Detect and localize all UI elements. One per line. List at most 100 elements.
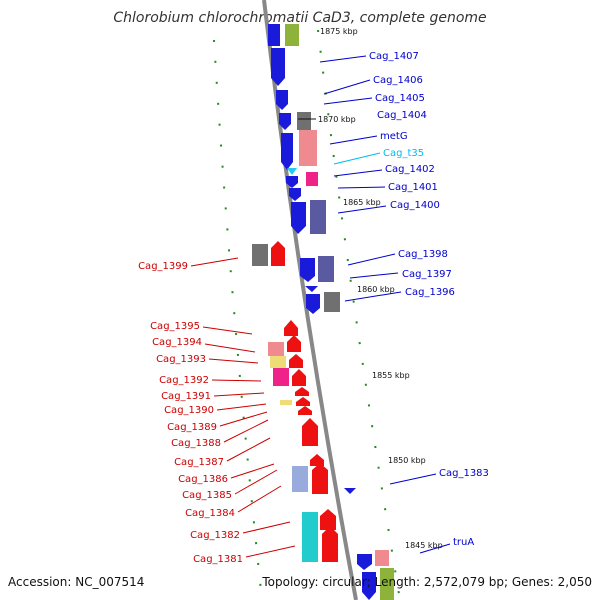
tick-labels: 1875 kbp 1870 kbp 1865 kbp 1860 kbp 1855… [298,27,443,550]
label-cag1391[interactable]: Cag_1391 [161,391,211,402]
gene-arrow-cag1382[interactable] [320,509,336,530]
tick-label-1860: 1860 kbp [357,285,395,294]
gene-arrow-cag1406[interactable] [276,90,288,110]
leader-metg [329,135,378,145]
gene-block-cag1392[interactable] [273,368,289,386]
leader-cag1391 [213,392,265,397]
label-cag-t35[interactable]: Cag_t35 [383,148,424,159]
gene-block-metg[interactable] [299,130,317,166]
gene-arrow-cag1399[interactable] [271,241,285,266]
tick-label-1865: 1865 kbp [343,198,381,207]
label-cag1397[interactable]: Cag_1397 [402,269,452,280]
tick-label-1845: 1845 kbp [405,541,443,550]
label-cag1394[interactable]: Cag_1394 [152,337,202,348]
label-cag1382[interactable]: Cag_1382 [190,530,240,541]
gene-arrow-cag1395[interactable] [284,320,298,336]
label-cag1404[interactable]: Cag_1404 [377,110,427,121]
gene-block-cag1400[interactable] [310,200,326,234]
gene-arrow-cag1388[interactable] [302,418,318,446]
gene-arrow-cag1402[interactable] [286,176,298,188]
label-cag1381[interactable]: Cag_1381 [193,554,243,565]
gene-arrow-cag1381[interactable] [322,526,338,562]
forward-strand-genes [268,24,394,600]
label-cag1395[interactable]: Cag_1395 [150,321,200,332]
label-cag1385[interactable]: Cag_1385 [182,490,232,501]
label-cag1384[interactable]: Cag_1384 [185,508,235,519]
gene-block-cag1397[interactable] [318,256,334,282]
leader-cag1400 [337,205,387,214]
gene-arrow-cag1385[interactable] [312,463,328,494]
label-cag1401[interactable]: Cag_1401 [388,182,438,193]
gene-block-cag1382[interactable] [302,512,318,562]
gene-arrow-trua[interactable] [357,554,372,570]
leader-cag1397 [349,272,399,279]
label-metg[interactable]: metG [380,131,408,142]
gene-block-cag1399[interactable] [252,244,268,266]
label-cag1389[interactable]: Cag_1389 [167,422,217,433]
leader-cag1390 [216,403,267,411]
label-cag1406[interactable]: Cag_1406 [373,75,423,86]
leader-cag1386 [230,463,275,479]
leader-cag1384 [237,485,282,513]
gene-arrow-cag1407[interactable] [271,48,285,86]
gene-block-olive [285,24,299,46]
gene-block-bottom-olive [380,568,394,600]
gene-block-cag1396[interactable] [324,292,340,312]
label-cag1400[interactable]: Cag_1400 [390,200,440,211]
gene-arrow-cag1383[interactable] [344,488,356,494]
gene-arrow-cag1390a[interactable] [296,397,310,406]
label-cag1407[interactable]: Cag_1407 [369,51,419,62]
gene-block-cag1393[interactable] [270,356,286,368]
gene-block-cag1404[interactable] [297,112,311,130]
gene-arrow-bottom[interactable] [362,572,376,600]
label-cag1402[interactable]: Cag_1402 [385,164,435,175]
leader-trua [419,543,451,554]
leader-cag1398 [347,253,396,266]
label-cag1390[interactable]: Cag_1390 [164,405,214,416]
label-cag1405[interactable]: Cag_1405 [375,93,425,104]
label-cag1387[interactable]: Cag_1387 [174,457,224,468]
gene-arrow-cag1393[interactable] [289,354,303,368]
gene-arrow-cag1390b[interactable] [298,406,312,415]
label-cag1383[interactable]: Cag_1383 [439,468,489,479]
gene-arrow-small[interactable] [305,286,318,292]
gene-block-cag1394[interactable] [268,342,284,356]
leader-cag1389 [219,411,268,427]
label-cag1393[interactable]: Cag_1393 [156,354,206,365]
leader-cag1406 [323,79,371,95]
leader-cag1382 [242,521,291,534]
gene-block-cag1386[interactable] [292,466,308,492]
gene-arrow-cag1401[interactable] [289,188,301,201]
gene-block-cag1402[interactable] [306,172,318,186]
label-cag1386[interactable]: Cag_1386 [178,474,228,485]
reverse-strand-genes [252,241,338,562]
genome-backbone [262,0,358,600]
label-cag1388[interactable]: Cag_1388 [171,438,221,449]
label-cag1392[interactable]: Cag_1392 [159,375,209,386]
gene-arrow-cag1400[interactable] [291,202,306,234]
map-title: Chlorobium chlorochromatii CaD3, complet… [113,10,486,26]
leader-cag1407 [319,55,367,63]
gene-trna-cag-t35[interactable] [287,168,297,175]
gene-arrow-cag1398[interactable] [300,258,315,282]
gene-arrow-cag1404[interactable] [281,133,293,170]
label-cag1398[interactable]: Cag_1398 [398,249,448,260]
gene-block-trua[interactable] [375,550,389,566]
label-cag1396[interactable]: Cag_1396 [405,287,455,298]
gene-arrow-cag1396[interactable] [306,294,320,314]
tick-label-1875: 1875 kbp [320,27,358,36]
label-trua[interactable]: truA [453,537,474,548]
accession-text: Accession: NC_007514 [8,575,144,589]
tick-label-1850: 1850 kbp [388,456,426,465]
gene-arrow-cag1391[interactable] [295,387,309,396]
gene-block-blue[interactable] [268,24,280,46]
gene-arrow-cag1392[interactable] [292,369,306,386]
gene-block-cag1390[interactable] [280,400,292,405]
leader-cag1394 [204,343,256,353]
forward-gene-labels: Cag_1407 Cag_1406 Cag_1405 Cag_1404 metG… [319,51,489,554]
label-cag1399[interactable]: Cag_1399 [138,261,188,272]
gene-arrow-cag1405[interactable] [279,113,291,130]
gene-arrow-cag1387[interactable] [310,454,324,466]
gene-arrow-cag1394[interactable] [287,335,301,352]
